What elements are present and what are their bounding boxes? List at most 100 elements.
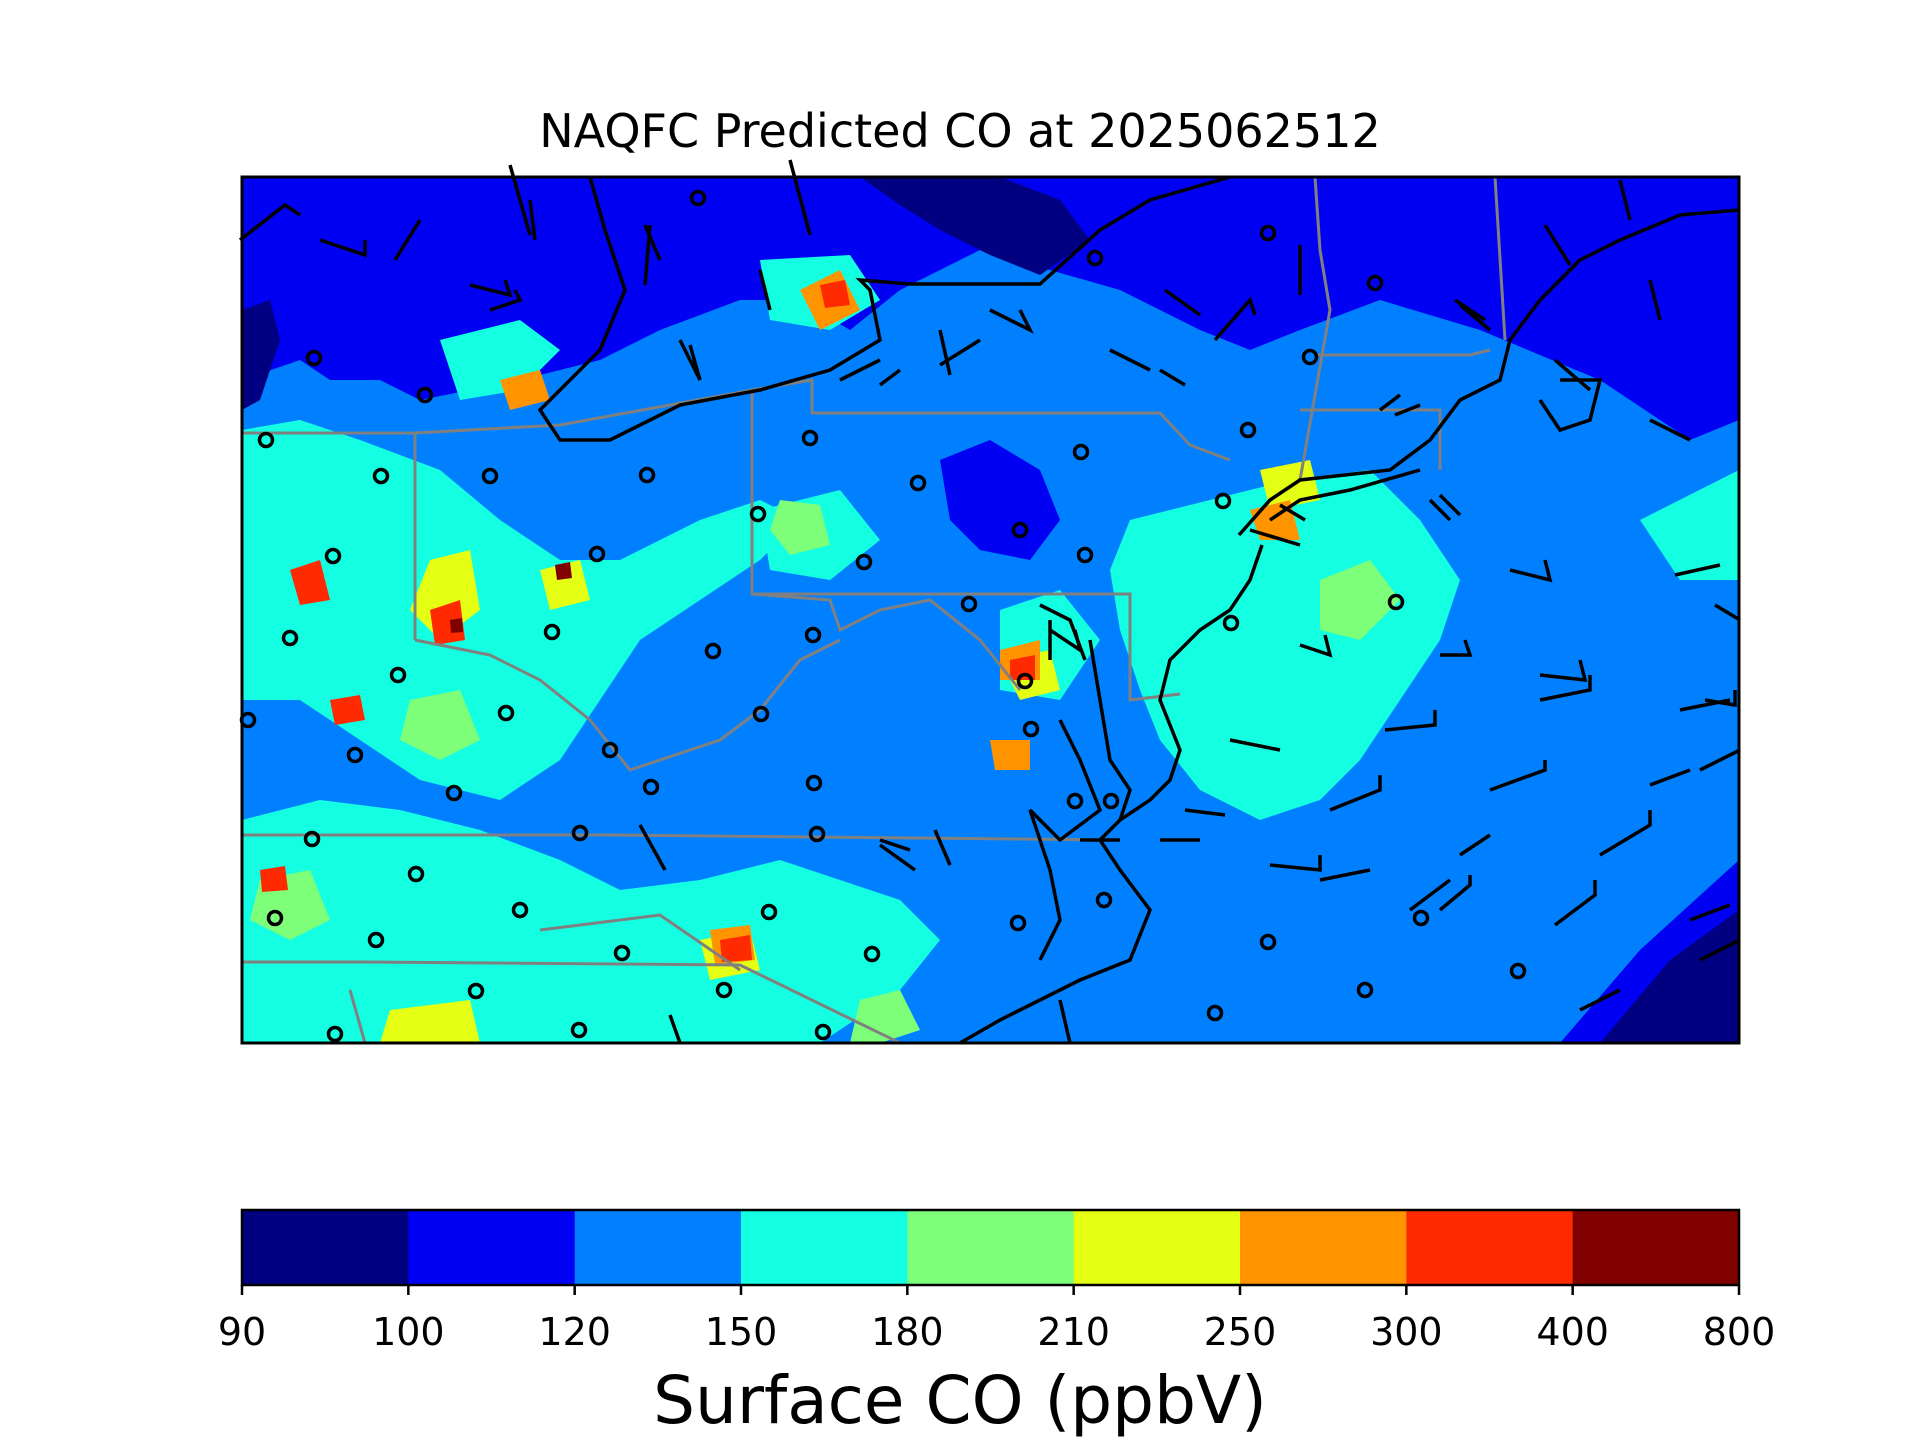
station-marker xyxy=(1076,546,1094,564)
wind-barb xyxy=(933,829,952,866)
wind-barb xyxy=(1674,563,1721,577)
wind-barb xyxy=(1539,659,1588,683)
station-marker xyxy=(1259,224,1277,242)
co-field-400-800 xyxy=(450,562,572,633)
colorbar-tick-label: 800 xyxy=(1702,1310,1776,1354)
wind-barb xyxy=(758,269,772,311)
colorbar-tick-label: 250 xyxy=(1203,1310,1277,1354)
station-marker xyxy=(863,945,881,963)
wind-barb xyxy=(878,368,902,387)
station-marker xyxy=(481,467,499,485)
station-marker xyxy=(752,705,770,723)
wind-barb xyxy=(879,838,911,852)
wind-barbs xyxy=(238,159,1741,1044)
wind-barb xyxy=(1454,298,1486,322)
wind-barb xyxy=(989,308,1034,334)
station-marker xyxy=(1022,720,1040,738)
wind-barb xyxy=(638,824,667,871)
station-marker xyxy=(571,824,589,842)
station-marker xyxy=(689,189,707,207)
wind-barb xyxy=(1408,878,1452,912)
wind-barb xyxy=(1378,393,1402,412)
wind-barb xyxy=(528,199,537,241)
colorbar-tick-label: 210 xyxy=(1037,1310,1110,1354)
state-borders xyxy=(242,177,1507,1043)
wind-barb xyxy=(1699,748,1741,772)
wind-barb xyxy=(878,843,917,872)
co-field-150-180 xyxy=(242,255,1739,1043)
station-marker xyxy=(570,1021,588,1039)
station-marker xyxy=(511,901,529,919)
wind-barb xyxy=(1249,528,1301,547)
station-marker xyxy=(1072,443,1090,461)
wind-barb xyxy=(1329,775,1382,812)
station-marker xyxy=(1066,792,1084,810)
wind-barb xyxy=(1714,603,1741,622)
station-marker xyxy=(303,830,321,848)
wind-barb xyxy=(238,202,301,242)
wind-barb xyxy=(668,1014,682,1044)
station-marker xyxy=(543,623,561,641)
wind-barb xyxy=(1394,403,1421,417)
station-marker xyxy=(601,741,619,759)
station-marker xyxy=(497,704,515,722)
wind-barb xyxy=(1438,493,1462,517)
station-marker xyxy=(1009,914,1027,932)
station-marker xyxy=(909,474,927,492)
station-marker xyxy=(804,626,822,644)
station-marker xyxy=(372,467,390,485)
wind-barb xyxy=(1299,634,1333,658)
station-marker xyxy=(1301,348,1319,366)
station-marker xyxy=(1206,1004,1224,1022)
wind-barb xyxy=(1553,880,1597,927)
station-marker xyxy=(642,778,660,796)
station-marker xyxy=(749,505,767,523)
station-marker xyxy=(1214,492,1232,510)
wind-barb xyxy=(938,329,952,376)
station-marker xyxy=(346,746,364,764)
wind-barb xyxy=(1384,710,1437,732)
wind-barb xyxy=(1159,368,1186,387)
station-marker xyxy=(1095,891,1113,909)
wind-barb xyxy=(1163,288,1202,317)
co-field-90-100 xyxy=(242,177,1739,1043)
co-field-180-210 xyxy=(250,500,1400,1043)
station-marker xyxy=(814,1023,832,1041)
wind-barb xyxy=(1279,503,1306,522)
wind-barb xyxy=(1438,875,1472,912)
wind-barb xyxy=(1440,639,1473,657)
wind-barb xyxy=(1539,675,1592,702)
station-marker xyxy=(1259,933,1277,951)
wind-barb xyxy=(788,159,812,236)
wind-barb xyxy=(1679,698,1731,712)
station-marker xyxy=(305,349,323,367)
wind-barb xyxy=(1109,348,1151,372)
station-marker xyxy=(1102,792,1120,810)
station-marker xyxy=(808,825,826,843)
station-marker xyxy=(281,629,299,647)
station-marker xyxy=(1016,672,1034,690)
station-marker xyxy=(805,774,823,792)
station-marker xyxy=(960,595,978,613)
station-marker xyxy=(638,466,656,484)
wind-barb xyxy=(319,238,367,258)
wind-barb xyxy=(1689,903,1731,922)
station-marker xyxy=(239,711,257,729)
map-title: NAQFC Predicted CO at 2025062512 xyxy=(539,104,1381,158)
colorbar-tick-label: 90 xyxy=(217,1310,267,1354)
station-marker xyxy=(266,909,284,927)
station-marker xyxy=(467,982,485,1000)
wind-barb xyxy=(508,164,532,236)
wind-barb xyxy=(1213,296,1257,342)
station-marker xyxy=(855,553,873,571)
wind-barb xyxy=(1648,279,1662,321)
wind-barb xyxy=(1649,768,1691,787)
station-marker xyxy=(1387,593,1405,611)
wind-barb xyxy=(1699,938,1741,962)
wind-barb xyxy=(1618,179,1632,221)
station-marker xyxy=(367,931,385,949)
station-marker xyxy=(704,642,722,660)
colorbar-tick-label: 100 xyxy=(372,1310,445,1354)
wind-barb xyxy=(1553,358,1592,392)
